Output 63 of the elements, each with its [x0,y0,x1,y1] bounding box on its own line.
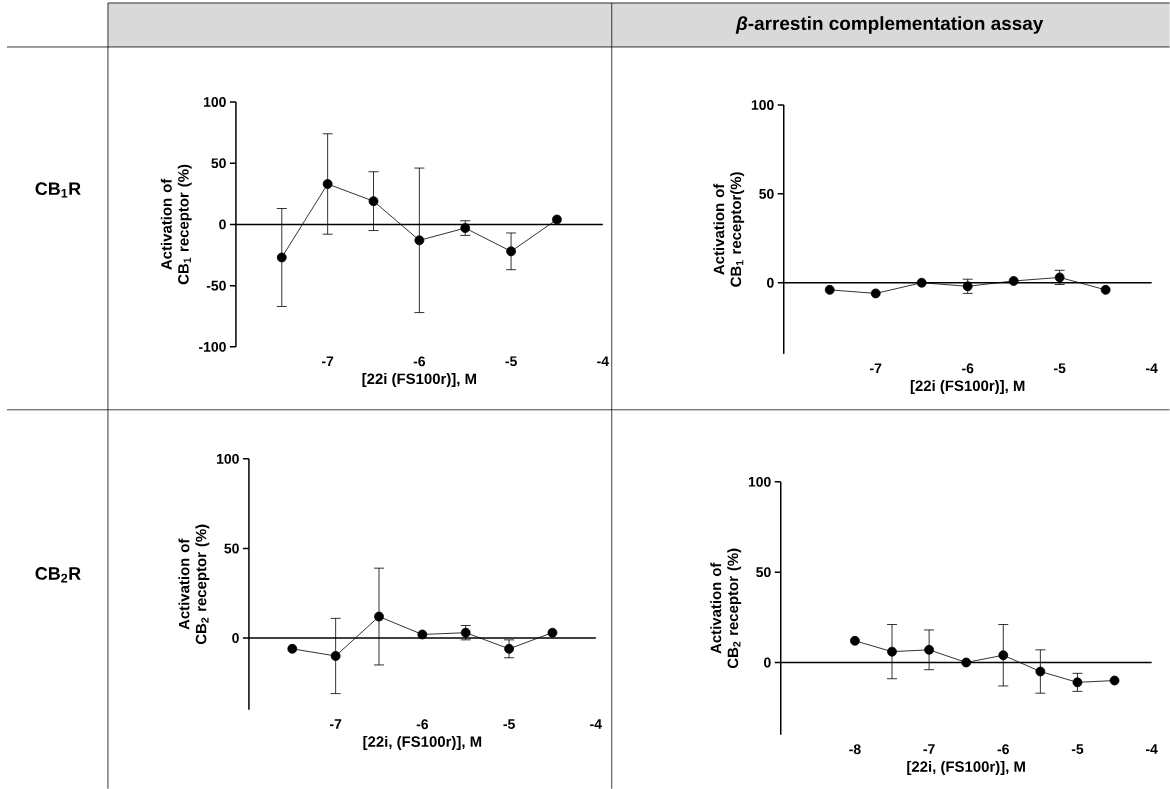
x-axis-title: [22i (FS100r)], M [910,380,1025,394]
point [504,643,514,654]
point [287,643,298,654]
y-tick-label: 100 [217,453,239,464]
y-tick-label: 100 [751,99,774,110]
x-axis-title: [22i (FS100r)], M [362,373,477,387]
y-tick-label: 100 [748,476,771,487]
y-tick-label: 50 [224,543,239,554]
point [1008,276,1019,286]
point [374,611,384,622]
x-tick-label: -7 [329,719,342,729]
x-tick-label: -5 [1054,363,1066,374]
x-tick-label: -7 [923,744,935,754]
point [870,288,881,299]
x-tick-label: -6 [997,744,1009,755]
x-tick-label: -8 [849,744,861,755]
point [1035,666,1046,677]
point [547,627,558,638]
point [552,214,562,225]
x-tick-label: -4 [1145,744,1158,754]
point [330,651,341,661]
x-tick-label: -7 [870,363,882,373]
text: CB$_{1}$R [35,182,81,198]
x-tick-label: -5 [505,356,517,367]
point [850,635,860,646]
x-tick-label: -7 [321,356,334,366]
point [924,644,934,655]
point [414,235,425,246]
y-tick-label: 50 [756,567,771,578]
x-tick-label: -4 [597,356,609,366]
text: CB$_{2}$R [35,567,81,583]
x-axis-title: [22i, (FS100r)], M [907,760,1025,775]
point [322,179,333,189]
x-tick-label: -5 [1071,744,1084,754]
point [961,657,972,668]
x-tick-label: -5 [503,719,515,729]
y-tick-label: 100 [204,96,226,107]
point [368,196,379,206]
y-tick-label: 0 [764,657,771,668]
point [824,284,835,295]
point [1072,677,1083,688]
x-tick-label: -4 [590,719,602,729]
point [1100,284,1111,295]
x-axis-title: [22i, (FS100r)], M [363,735,482,750]
x-tick-label: -6 [962,363,974,374]
point [506,246,516,257]
y-tick-label: 50 [211,158,226,169]
y-tick-label: -100 [199,341,226,352]
point [916,277,927,288]
y-tick-label: 0 [767,277,774,288]
point [276,252,287,263]
x-tick-label: -6 [413,356,426,367]
x-tick-label: -4 [1145,363,1158,373]
y-tick-label: 0 [232,633,239,643]
y-tick-label: -50 [206,280,226,291]
text: β-arrestin complementation assay [735,16,1044,34]
y-tick-label: 50 [759,188,774,199]
point [998,650,1009,661]
x-tick-label: -6 [416,719,429,730]
point [417,629,428,640]
point [1109,675,1120,686]
point [887,646,897,657]
y-tick-label: 0 [219,219,226,230]
